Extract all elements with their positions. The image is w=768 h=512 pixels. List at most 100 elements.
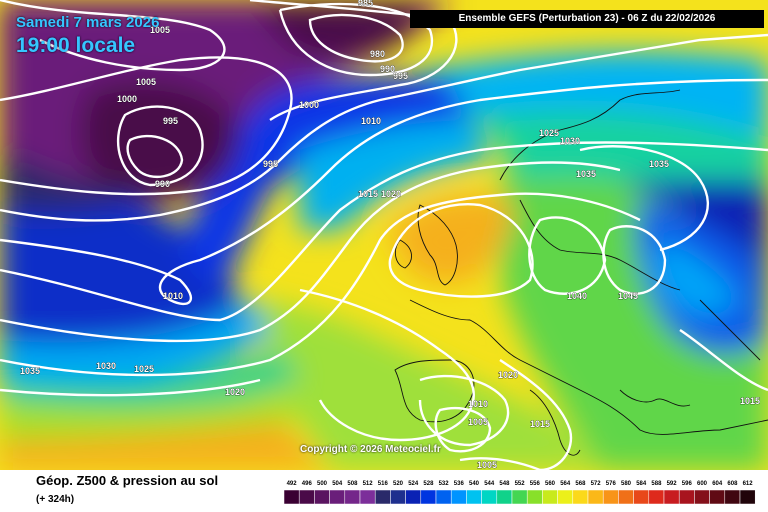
legend-value-label: 540 bbox=[469, 481, 480, 487]
legend-color-swatch bbox=[602, 489, 619, 505]
legend-color-swatch bbox=[450, 489, 467, 505]
isobar-990-low bbox=[126, 134, 184, 178]
isobar-1035-east bbox=[579, 145, 710, 252]
ireland-coast bbox=[394, 239, 412, 269]
isobar-labels: 985 1005 980 990 995 1000 1005 1000 995 … bbox=[20, 0, 761, 470]
isobar-1005-bottom bbox=[459, 457, 541, 470]
isobar-label: 1010 bbox=[361, 116, 381, 126]
legend-color-swatch bbox=[481, 489, 498, 505]
legend-value-label: 564 bbox=[560, 481, 571, 487]
isobar-1015-east bbox=[679, 329, 768, 392]
copyright-notice: Copyright © 2026 Meteociel.fr bbox=[300, 444, 441, 455]
legend-value-label: 572 bbox=[591, 481, 602, 487]
legend-value-label: 504 bbox=[332, 481, 343, 487]
legend-color-swatch bbox=[526, 489, 543, 505]
isobar-980-low bbox=[308, 13, 404, 63]
legend-color-swatch bbox=[633, 489, 650, 505]
legend-color-swatch bbox=[344, 489, 361, 505]
z500-color-field bbox=[0, 0, 768, 470]
legend-value-label: 508 bbox=[347, 481, 358, 487]
isobar-label: 1020 bbox=[381, 189, 401, 199]
isobar-1025-band bbox=[0, 192, 641, 377]
legend-value-label: 604 bbox=[712, 481, 723, 487]
isobar-label: 1015 bbox=[530, 419, 550, 429]
legend-value-label: 600 bbox=[697, 481, 708, 487]
isobar-label: 980 bbox=[370, 49, 385, 59]
legend-color-swatch bbox=[618, 489, 634, 505]
legend-value-label: 528 bbox=[423, 481, 434, 487]
legend-color-swatch bbox=[694, 489, 710, 505]
isobar-1000-band bbox=[0, 33, 768, 222]
legend-value-label: 588 bbox=[651, 481, 662, 487]
legend-color-swatch bbox=[405, 489, 422, 505]
isobar-label: 1040 bbox=[567, 291, 587, 301]
isobar-label: 995 bbox=[393, 71, 408, 81]
isobar-995-north bbox=[249, 0, 458, 121]
isobar-1030-band bbox=[0, 378, 261, 397]
legend-value-label: 492 bbox=[287, 481, 298, 487]
isobar-label: 1045 bbox=[618, 291, 638, 301]
blacksea-coast bbox=[699, 299, 761, 361]
isobar-1010-south bbox=[418, 374, 510, 447]
legend-value-label: 500 bbox=[317, 481, 328, 487]
legend-color-swatch bbox=[587, 489, 604, 505]
forecast-date: Samedi 7 mars 2026 bbox=[16, 14, 160, 31]
legend-value-label: 568 bbox=[575, 481, 586, 487]
legend-color-swatch bbox=[572, 489, 589, 505]
continent-coast bbox=[409, 299, 768, 435]
forecast-range: (+ 324h) bbox=[36, 494, 75, 505]
legend-value-label: 580 bbox=[621, 481, 632, 487]
isobar-label: 1005 bbox=[150, 25, 170, 35]
isobar-1040-high bbox=[528, 216, 607, 295]
isobar-label: 1035 bbox=[576, 169, 596, 179]
legend-value-label: 556 bbox=[530, 481, 541, 487]
isobar-1015-band bbox=[0, 141, 768, 322]
isobar-label: 1030 bbox=[96, 361, 116, 371]
legend-value-label: 596 bbox=[682, 481, 693, 487]
isobar-label: 985 bbox=[358, 0, 373, 8]
isobar-995-low bbox=[117, 105, 204, 187]
legend-color-swatch bbox=[359, 489, 376, 505]
isobar-label: 995 bbox=[163, 116, 178, 126]
legend-color-swatch bbox=[420, 489, 437, 505]
legend-value-label: 512 bbox=[363, 481, 374, 487]
isobars bbox=[0, 0, 768, 470]
model-run-banner: Ensemble GEFS (Perturbation 23) - 06 Z d… bbox=[410, 10, 764, 28]
legend-color-swatch bbox=[466, 489, 482, 505]
isobar-990-north bbox=[278, 2, 433, 77]
legend-color-swatch bbox=[511, 489, 528, 505]
legend-value-label: 536 bbox=[454, 481, 465, 487]
parameter-title: Géop. Z500 & pression au sol bbox=[36, 473, 219, 488]
isobar-label: 1025 bbox=[134, 364, 154, 374]
isobar-label: 990 bbox=[155, 179, 170, 189]
legend-value-label: 552 bbox=[515, 481, 526, 487]
legend-value-label: 520 bbox=[393, 481, 404, 487]
map-footer: Géop. Z500 & pression au sol (+ 324h) 49… bbox=[0, 470, 768, 512]
legend-value-label: 584 bbox=[636, 481, 647, 487]
isobar-1020-band bbox=[0, 161, 621, 343]
legend-color-swatch bbox=[648, 489, 665, 505]
isobar-1005-south bbox=[434, 406, 492, 453]
legend-color-swatch bbox=[542, 489, 558, 505]
color-scale-legend: 492 496 500 504 508 512 516 520 524 528 532 536 540 5… bbox=[284, 481, 756, 505]
isobar-1015-italy bbox=[499, 359, 573, 470]
isobar-1005-nw bbox=[0, 0, 226, 72]
isobar-label: 1010 bbox=[468, 399, 488, 409]
great-britain-coast bbox=[417, 204, 458, 286]
legend-color-swatch bbox=[663, 489, 680, 505]
isobar-label: 1015 bbox=[358, 189, 378, 199]
scandinavia-coast bbox=[499, 89, 681, 181]
forecast-local-time: 19:00 locale bbox=[16, 34, 136, 57]
italy-coast bbox=[529, 389, 581, 456]
isobar-label: 1020 bbox=[498, 370, 518, 380]
legend-color-swatch bbox=[374, 489, 391, 505]
legend-color-swatch bbox=[739, 489, 756, 505]
iberia-coast bbox=[394, 359, 475, 423]
legend-color-swatch bbox=[390, 489, 406, 505]
legend-value-label: 608 bbox=[727, 481, 738, 487]
legend-color-swatch bbox=[557, 489, 574, 505]
isobar-label: 1020 bbox=[225, 387, 245, 397]
legend-value-label: 524 bbox=[408, 481, 419, 487]
isobar-label: 990 bbox=[380, 64, 395, 74]
